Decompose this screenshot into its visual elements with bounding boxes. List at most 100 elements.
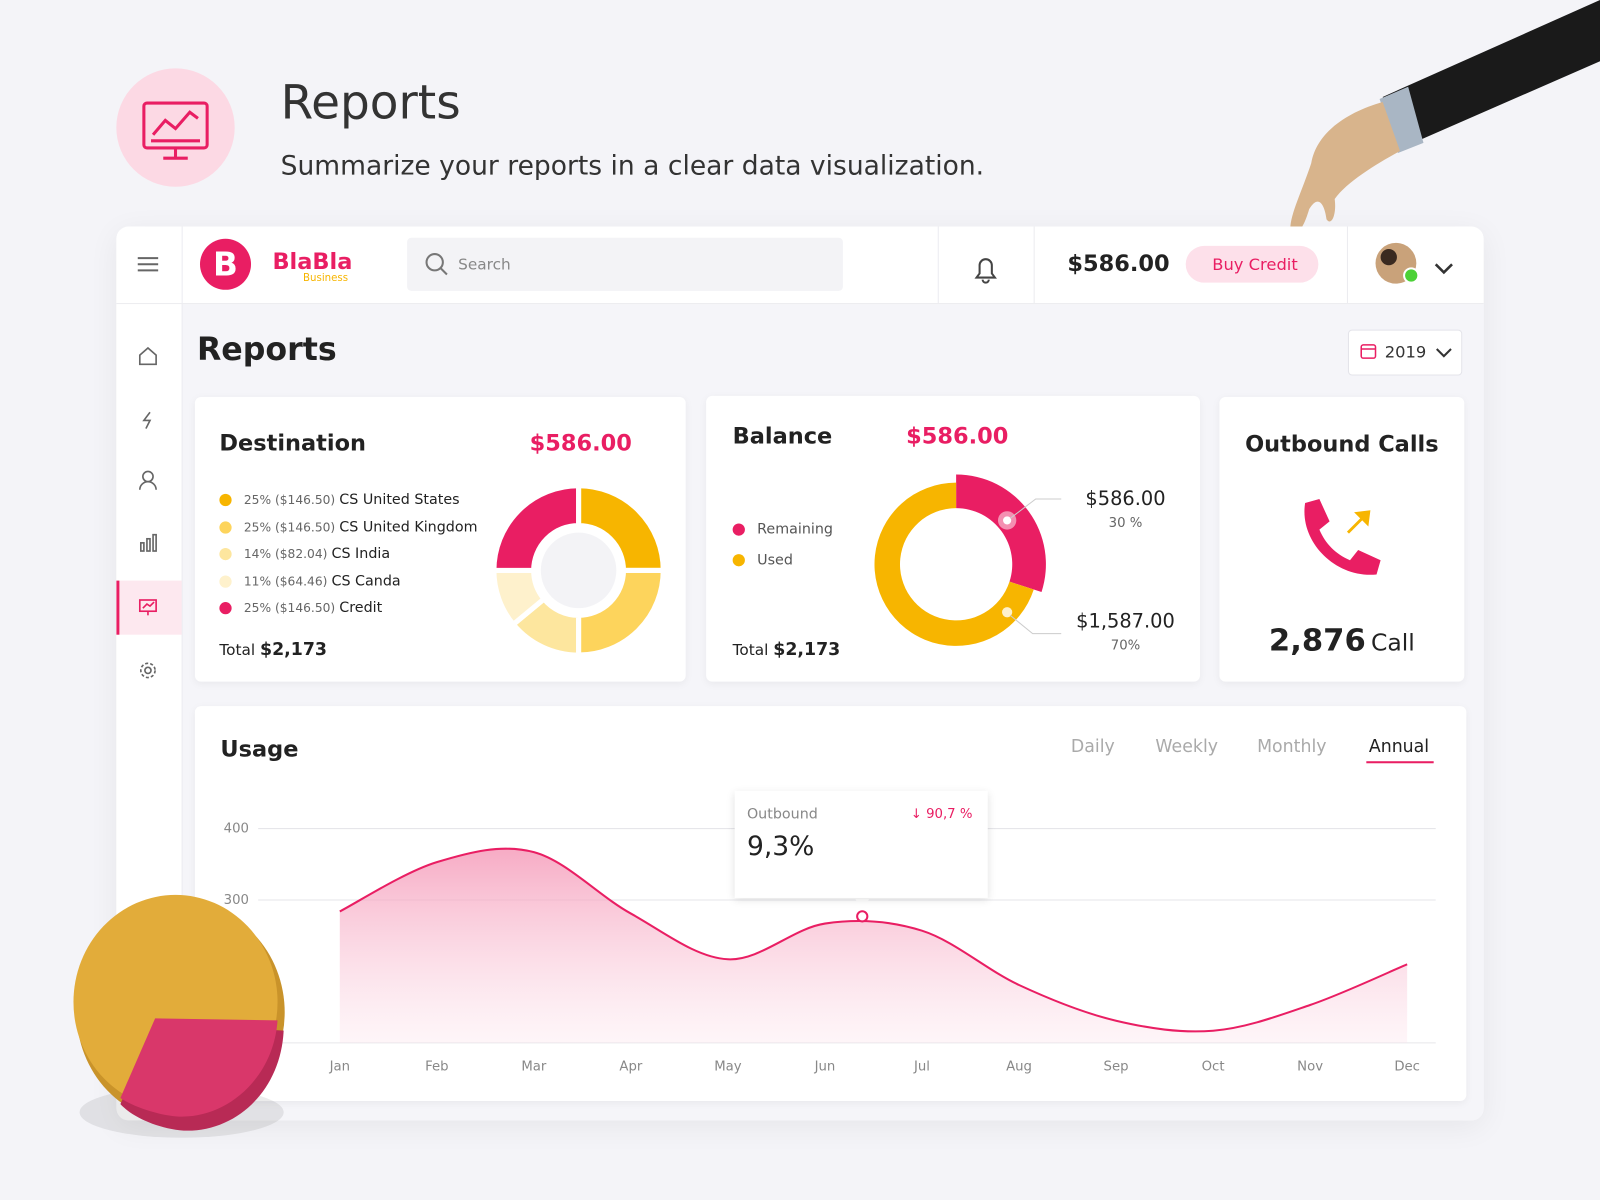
x-tick-label: Aug xyxy=(1006,1059,1032,1074)
count: 2,876 xyxy=(1268,622,1366,659)
balance-title: Balance xyxy=(732,423,833,450)
legend-share: 14% ($82.04) xyxy=(243,546,328,562)
x-tick-label: Oct xyxy=(1202,1059,1225,1074)
nav-home[interactable] xyxy=(138,346,157,366)
phone-icon xyxy=(1304,498,1381,575)
page-title: Reports xyxy=(196,331,337,369)
pie-slice xyxy=(491,483,582,573)
balance-total: Total $2,173 xyxy=(733,640,841,660)
usage-tab[interactable]: Daily xyxy=(1070,736,1115,758)
x-tick-label: Nov xyxy=(1297,1059,1323,1074)
search-box[interactable] xyxy=(407,237,843,291)
search-icon xyxy=(425,253,444,272)
total-value: $2,173 xyxy=(260,639,327,661)
tooltip-label: Outbound xyxy=(746,806,818,823)
legend-row: 25% ($146.50) CS United States xyxy=(219,491,460,509)
donut-slice xyxy=(874,482,1034,646)
x-tick-label: May xyxy=(714,1059,742,1074)
buy-credit-button[interactable] xyxy=(1185,245,1319,283)
bell[interactable] xyxy=(974,258,997,284)
donut-center xyxy=(540,532,617,609)
legend-name: CS United States xyxy=(339,491,460,509)
tooltip-value: 9,3% xyxy=(746,831,815,863)
monitor-icon xyxy=(142,101,209,160)
nav-stats[interactable] xyxy=(139,533,157,552)
destination-amount: $586.00 xyxy=(529,431,632,457)
legend-share: 25% ($146.50) xyxy=(243,492,336,508)
legend-name: CS India xyxy=(331,545,391,563)
total-label: Total xyxy=(219,640,256,660)
legend-dot xyxy=(219,493,232,507)
usage-tab[interactable]: Annual xyxy=(1368,736,1430,758)
hand xyxy=(1290,102,1400,234)
legend-dot xyxy=(219,547,232,561)
x-tick-label: Feb xyxy=(425,1059,448,1074)
nav-reports-active[interactable] xyxy=(116,580,182,635)
nav-sep xyxy=(1033,226,1035,304)
search-placeholder[interactable]: Search xyxy=(458,255,511,274)
outbound-card xyxy=(1219,396,1465,682)
x-tick-label: Sep xyxy=(1104,1059,1129,1074)
active-tab-underline xyxy=(1366,761,1434,764)
nav-contacts[interactable] xyxy=(138,470,157,490)
legend-name: Credit xyxy=(339,599,383,617)
destination-title: Destination xyxy=(219,431,367,457)
nav-balance: $586.00 xyxy=(1067,251,1170,278)
pie-slice xyxy=(576,483,666,573)
buy-credit-label[interactable]: Buy Credit xyxy=(1212,254,1298,274)
usage-line xyxy=(339,847,1408,1033)
usage-tab[interactable]: Monthly xyxy=(1257,736,1327,758)
year-select[interactable] xyxy=(1347,329,1463,376)
header-subtitle: Summarize your reports in a clear data v… xyxy=(280,151,985,182)
status-dot xyxy=(1403,267,1420,284)
total-value: $2,173 xyxy=(773,639,841,661)
tooltip-change: ↓ 90,7 % xyxy=(910,806,973,822)
user-menu-chevron[interactable] xyxy=(1434,263,1453,275)
sidebar-divider xyxy=(181,226,183,1121)
nav-activity[interactable] xyxy=(142,411,152,429)
outbound-title: Outbound Calls xyxy=(1245,432,1439,458)
x-tick-label: Jul xyxy=(913,1059,930,1074)
outbound-count: 2,876 Call xyxy=(1219,623,1464,659)
legend-share: 11% ($64.46) xyxy=(243,573,328,589)
nav-sep xyxy=(1346,226,1348,304)
balance-amount: $586.00 xyxy=(906,423,1009,450)
legend-row: 25% ($146.50) Credit xyxy=(219,600,382,616)
legend-name: Remaining xyxy=(757,521,834,538)
header-title: Reports xyxy=(280,74,461,130)
year-select-icons xyxy=(1360,344,1452,359)
legend-name: CS United Kingdom xyxy=(339,518,478,536)
legend-dot xyxy=(732,523,745,536)
usage-tab[interactable]: Weekly xyxy=(1155,736,1219,758)
legend-dot xyxy=(219,602,232,615)
legend-share: 25% ($146.50) xyxy=(243,601,336,616)
usage-title: Usage xyxy=(220,737,299,763)
nav-icons: B xyxy=(116,237,1453,679)
legend-dot xyxy=(219,520,232,534)
slice-amount: $1,587.00 xyxy=(1076,610,1175,633)
legend-dot xyxy=(219,574,232,588)
slice-amount: $586.00 xyxy=(1085,487,1166,511)
connector xyxy=(1009,498,1062,519)
menu-button[interactable] xyxy=(137,257,159,272)
unit: Call xyxy=(1370,630,1415,657)
hover-point xyxy=(856,910,869,923)
x-tick-label: Dec xyxy=(1394,1059,1420,1074)
nav-sep xyxy=(937,226,939,304)
x-tick-label: Jan xyxy=(329,1059,350,1074)
slice-percent: 70% xyxy=(1110,638,1141,654)
year: 2019 xyxy=(1384,342,1427,362)
cuff xyxy=(1379,86,1424,154)
legend-row: 11% ($64.46) CS Canda xyxy=(219,572,401,590)
legend-name: CS Canda xyxy=(331,572,401,590)
logo xyxy=(199,238,252,290)
legend-share: 25% ($146.50) xyxy=(243,519,336,535)
x-tick-label: Jun xyxy=(814,1059,836,1074)
slice-marker xyxy=(1002,607,1013,618)
logo-letter: B xyxy=(213,245,238,283)
nav-divider xyxy=(116,303,1484,305)
nav-settings[interactable] xyxy=(139,662,156,679)
legend-row: Remaining xyxy=(732,521,834,538)
